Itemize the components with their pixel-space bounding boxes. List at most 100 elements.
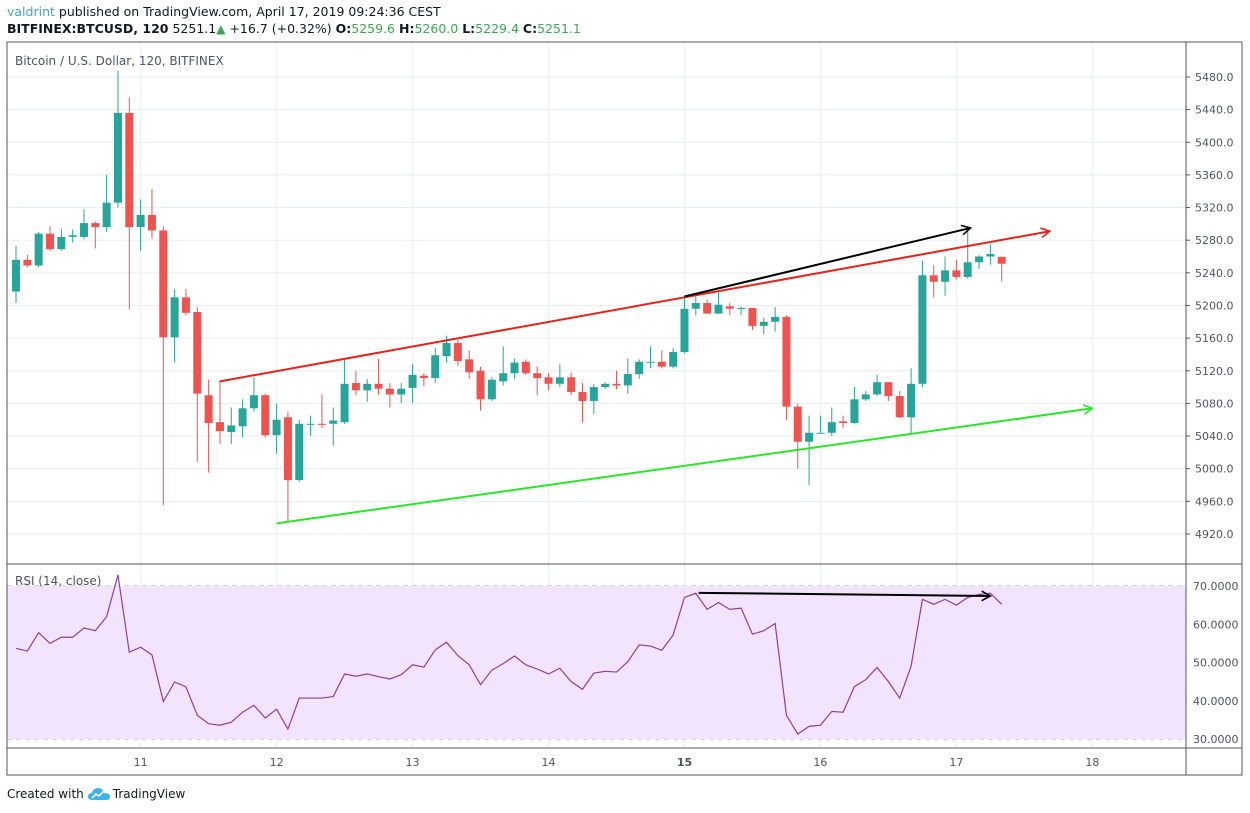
candle-up	[136, 199, 145, 251]
candle-down	[567, 372, 576, 396]
candle-body	[827, 422, 836, 433]
candle-body	[850, 399, 859, 423]
rsi-tick-label: 60.0000	[1193, 618, 1239, 631]
created-with-text: Created with	[7, 787, 84, 801]
price-tick-label: 5360.0	[1195, 169, 1234, 182]
candle-up	[589, 383, 598, 415]
candle-up	[680, 296, 689, 354]
price-tick-label: 5080.0	[1195, 397, 1234, 410]
arrowhead-icon	[981, 590, 993, 602]
axis-labels: 5480.0 5440.0 5400.0 5360.0 5320.0 5280.0 5240…	[134, 71, 1239, 769]
candle-up	[68, 229, 77, 243]
candle-up	[941, 256, 950, 296]
channel-top-arrow	[219, 227, 1052, 383]
candle-up	[816, 415, 825, 434]
candle-body	[204, 395, 213, 423]
candle-body	[487, 379, 496, 400]
candle-body	[782, 316, 791, 407]
arrowhead-icon	[1082, 404, 1095, 415]
price-tick-label: 5320.0	[1195, 202, 1234, 215]
candle-up	[102, 174, 111, 233]
candle-body	[975, 256, 984, 263]
rsi-line	[15, 574, 1003, 735]
candle-up	[306, 415, 315, 437]
candle-up	[170, 289, 179, 363]
candle-down	[159, 226, 168, 506]
price-tick-label: 5280.0	[1195, 234, 1234, 247]
price-tick-label: 5040.0	[1195, 430, 1234, 443]
candle-up	[363, 378, 372, 402]
candle-body	[261, 395, 270, 436]
candle-up	[510, 358, 519, 379]
candle-body	[170, 297, 179, 338]
candle-down	[703, 299, 712, 314]
candle-body	[929, 275, 938, 282]
candle-body	[510, 362, 519, 374]
candle-body	[136, 214, 145, 228]
candle-down	[839, 415, 848, 428]
candle-body	[521, 361, 530, 374]
price-tick-label: 5440.0	[1195, 104, 1234, 117]
candle-up	[34, 232, 43, 268]
candle-down	[23, 254, 32, 268]
candle-up	[113, 70, 122, 208]
candle-body	[873, 382, 882, 395]
open-label: O:	[335, 21, 352, 36]
candle-body	[861, 394, 870, 400]
candle-body	[34, 233, 43, 266]
candle-down	[215, 380, 224, 445]
candle-body	[419, 375, 428, 379]
candle-up	[295, 419, 304, 482]
candle-down	[952, 259, 961, 280]
candle-body	[91, 223, 100, 228]
channel-bottom-arrow	[276, 404, 1095, 525]
candle-up	[408, 364, 417, 404]
high-label: H:	[399, 21, 415, 36]
candle-body	[771, 316, 780, 322]
candle-body	[578, 391, 587, 401]
candle-body	[680, 308, 689, 352]
candle-up	[431, 347, 440, 383]
author-link[interactable]: valdrint	[7, 4, 55, 19]
candle-down	[147, 188, 156, 239]
rsi-tick-label: 40.0000	[1193, 695, 1239, 708]
candle-up	[623, 358, 632, 394]
candle-body	[397, 388, 406, 395]
candle-up	[601, 382, 610, 389]
date-tick-label: 15	[677, 756, 692, 769]
candle-up	[329, 407, 338, 446]
tradingview-logo[interactable]: TradingView	[87, 787, 185, 801]
trend-line	[698, 591, 991, 597]
candle-body	[113, 112, 122, 203]
candle-body	[963, 262, 972, 277]
candle-body	[159, 230, 168, 338]
chart-frame	[6, 41, 1243, 776]
candle-up	[646, 346, 655, 369]
rsi-divergence-arrow	[698, 590, 993, 602]
candle-body	[23, 259, 32, 266]
candle-body	[181, 297, 190, 313]
close-value: 5251.1	[537, 21, 581, 36]
candle-body	[193, 312, 202, 394]
candle-up	[873, 374, 882, 397]
rsi-tick-label: 70.0000	[1193, 580, 1239, 593]
candle-body	[408, 374, 417, 388]
price-tick-label: 4960.0	[1195, 495, 1234, 508]
date-tick-label: 14	[542, 756, 556, 769]
candle-body	[805, 432, 814, 442]
high-value: 5260.0	[414, 21, 459, 36]
drawings	[219, 224, 1095, 602]
candle-body	[329, 420, 338, 424]
candle-body	[442, 343, 451, 357]
trend-line	[684, 226, 971, 298]
price-tick-label: 5240.0	[1195, 267, 1234, 280]
arrowhead-icon	[960, 224, 973, 236]
candle-body	[351, 383, 360, 391]
candle-body	[725, 306, 734, 309]
candle-up	[555, 364, 564, 388]
candle-up	[827, 407, 836, 437]
rsi-band	[7, 586, 1186, 739]
candle-body	[45, 233, 54, 250]
close-label: C:	[522, 21, 538, 36]
